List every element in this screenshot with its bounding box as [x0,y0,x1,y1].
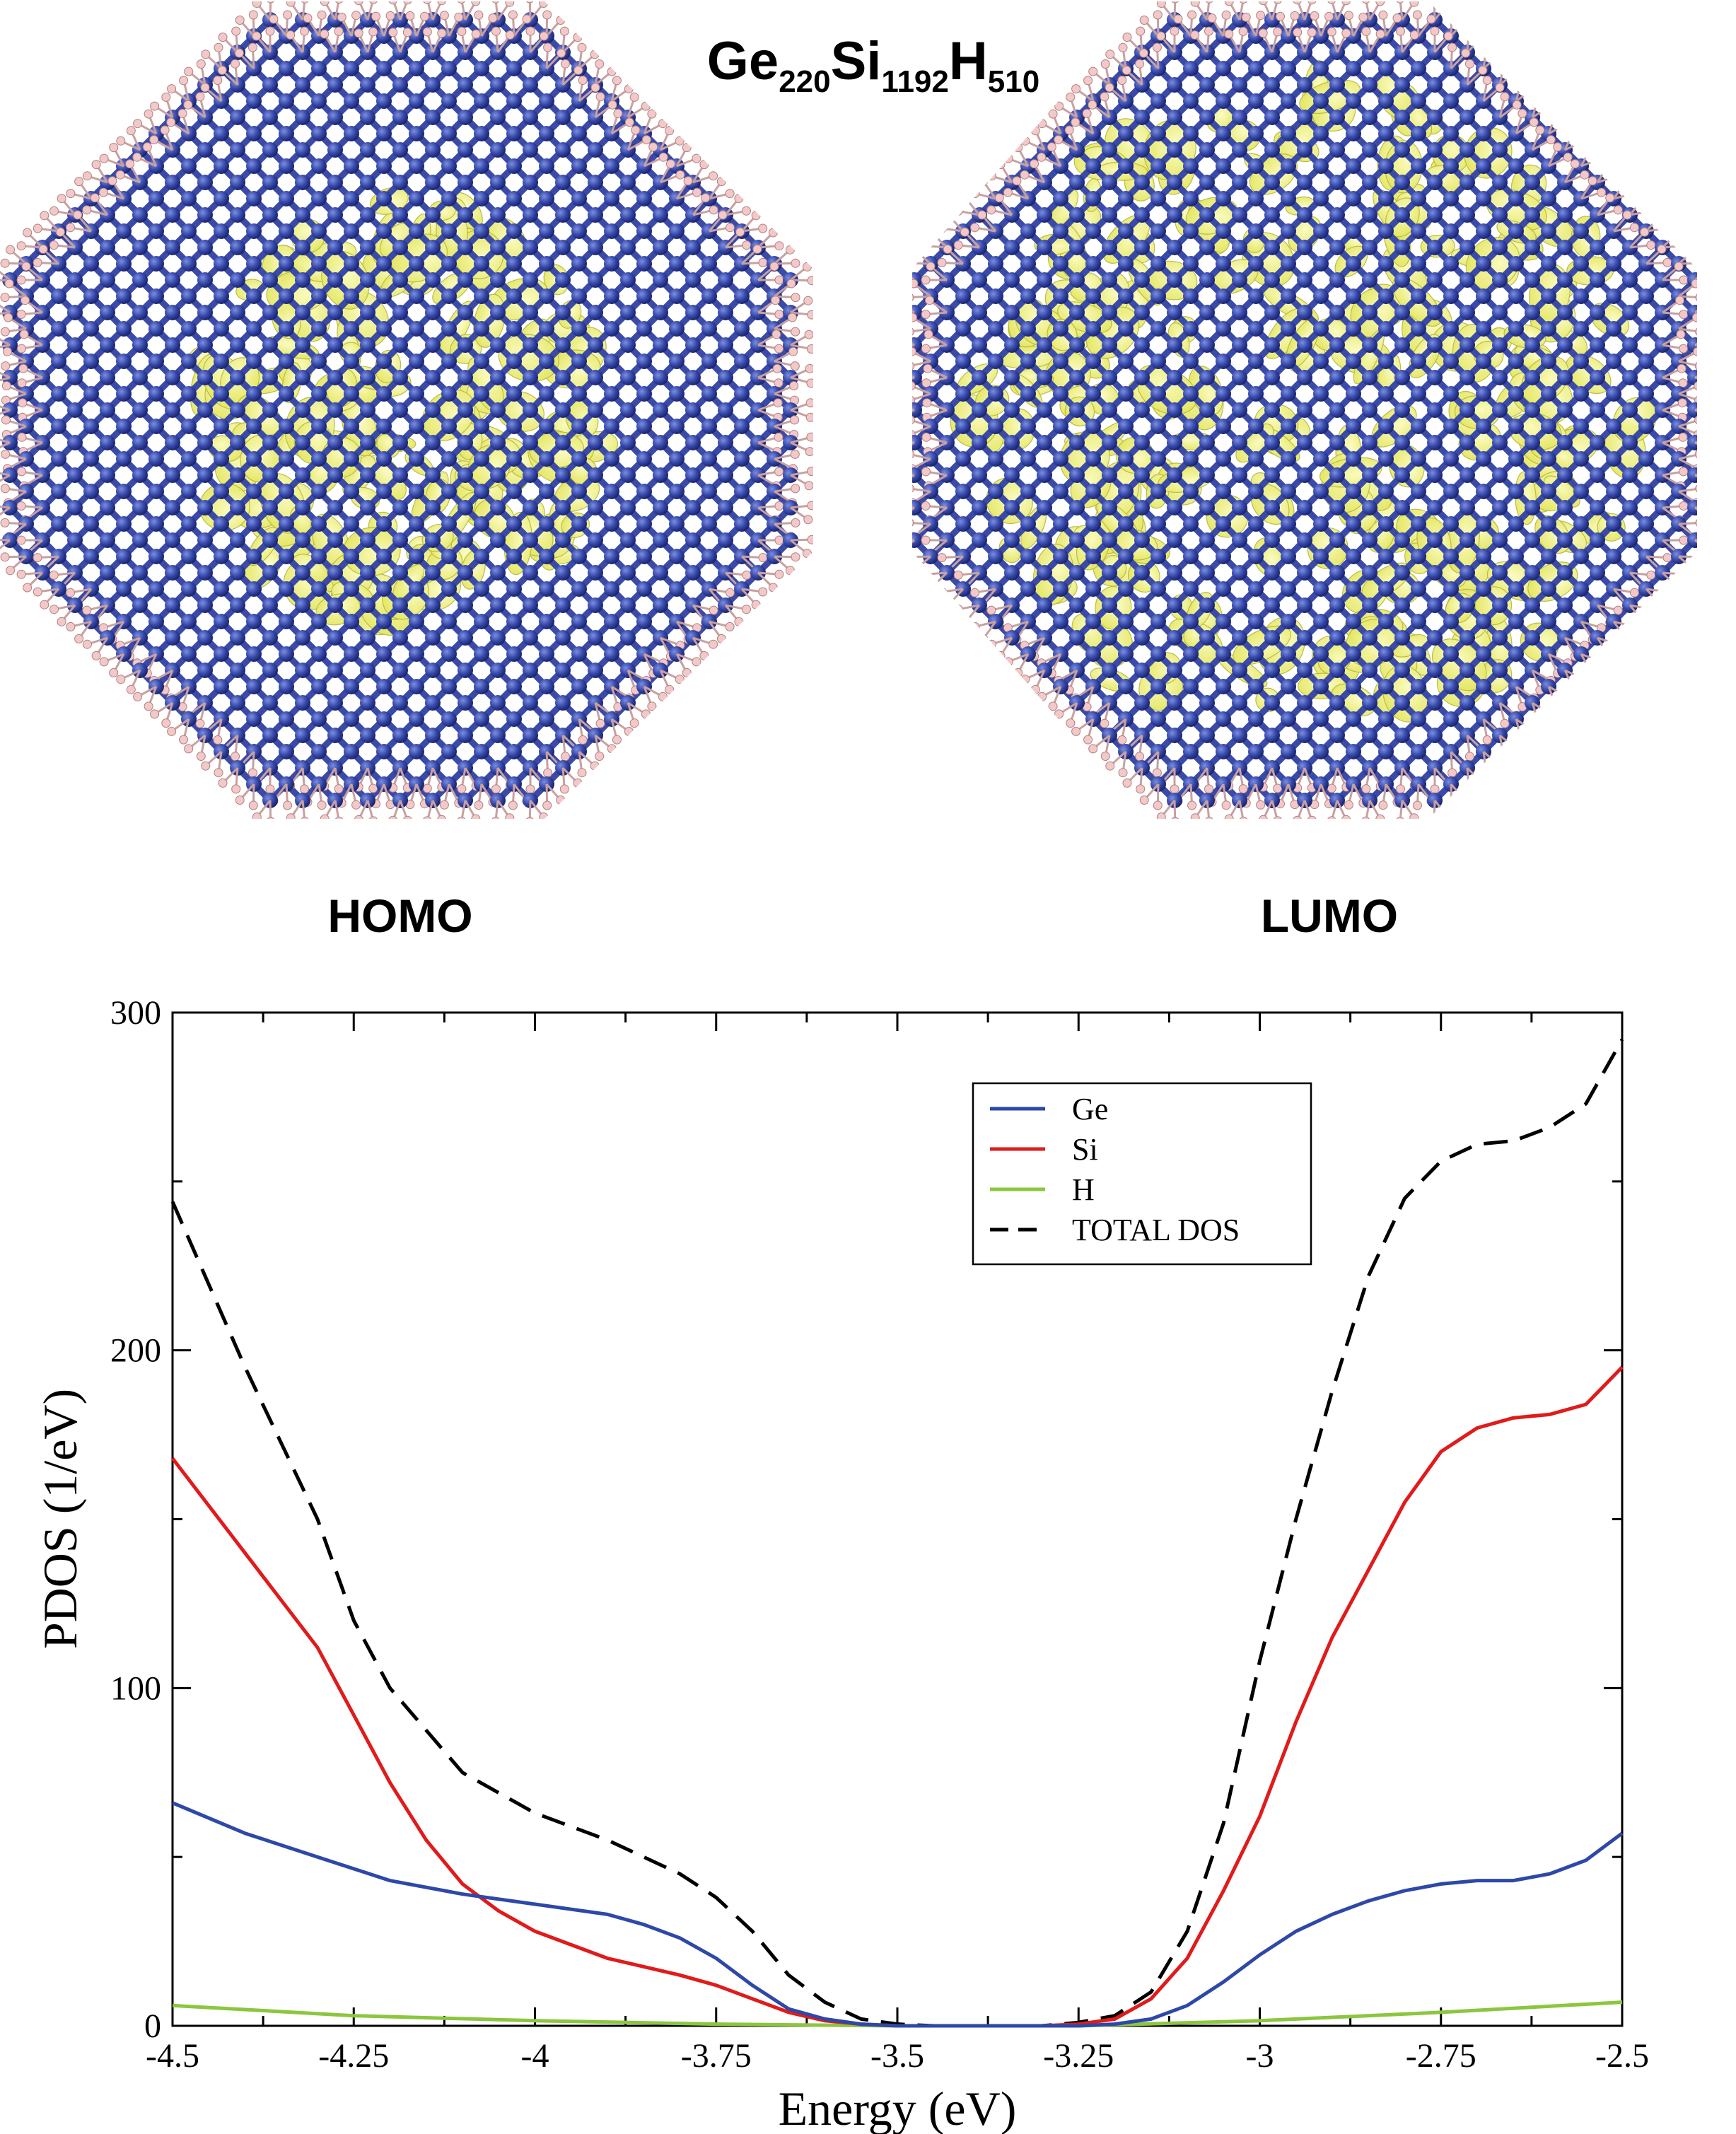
x-tick-label: -3.5 [870,2037,924,2075]
lumo-nanocluster-image [912,1,1697,819]
legend: Ge Si H TOTAL DOS [972,1082,1312,1266]
axis-ticks [171,1011,1624,2027]
homo-label: HOMO [327,890,472,942]
series-line-si [171,1365,1624,2028]
x-tick-label: -4 [521,2037,549,2075]
x-axis-label: Energy (eV) [779,2082,1017,2134]
series-line-total-dos [170,1038,1624,2028]
lumo-label: LUMO [1261,890,1398,942]
series-lines [170,1038,1624,2028]
y-tick-label: 200 [110,1332,161,1370]
plot-frame [171,1011,1624,2027]
x-tick-label: -2.5 [1595,2037,1649,2075]
y-axis-label: PDOS (1/eV) [33,1389,87,1649]
legend-box [972,1082,1312,1266]
x-tick-label: -4.25 [318,2037,389,2075]
formula-title: Ge220Si1192H510 [707,31,1039,99]
pdos-chart: -4.5 -4.25 -4 -3.75 -3.5 -3.25 -3 -2.75 -2.5 0 100… [33,994,1649,2134]
x-tick-label: -3.25 [1043,2037,1114,2075]
x-tick-label: -3 [1246,2037,1274,2075]
x-tick-label: -3.75 [681,2037,752,2075]
legend-label: H [1072,1172,1095,1207]
x-tick-label: -4.5 [146,2037,199,2075]
x-tick-label: -2.75 [1406,2037,1476,2075]
legend-label: Ge [1072,1092,1108,1126]
legend-label: TOTAL DOS [1072,1213,1240,1247]
series-line-ge [172,1801,1624,2028]
y-tick-label: 0 [144,2007,161,2045]
legend-label: Si [1072,1132,1098,1167]
homo-lattice [0,1,813,819]
tick-labels: -4.5 -4.25 -4 -3.75 -3.5 -3.25 -3 -2.75 -2.5 0 100… [110,994,1649,2075]
y-tick-label: 300 [110,994,161,1032]
homo-nanocluster-image [0,1,813,819]
lumo-lattice [912,1,1697,819]
y-tick-label: 100 [110,1669,161,1707]
